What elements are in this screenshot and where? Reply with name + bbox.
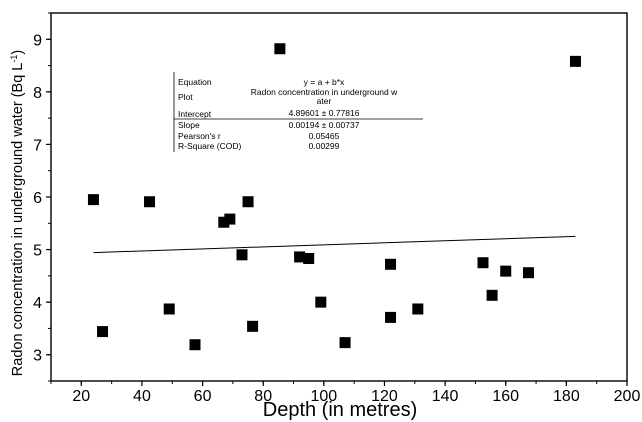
x-tick-label: 140 [432,388,459,405]
data-point [87,194,99,206]
data-point [385,311,397,323]
y-axis-title-main: Radon concentration in underground water… [10,63,26,377]
y-tick-label: 7 [33,137,42,154]
data-point [477,257,489,269]
data-point [294,251,306,263]
data-point [315,296,327,308]
data-point [385,258,397,270]
data-point [500,265,512,277]
stats-value-slope: 0.00194 ± 0.00737 [289,120,360,130]
data-point [242,196,254,208]
x-tick-label: 60 [194,388,212,405]
x-tick-label: 20 [72,388,90,405]
data-point [144,196,156,208]
data-point [163,303,175,315]
stats-value-intercept: 4.89601 ± 0.77816 [289,108,360,118]
x-tick-label: 40 [133,388,151,405]
data-point [486,289,498,301]
data-point [339,337,351,349]
plot-border [50,12,628,382]
linear-fit-line [93,235,576,254]
x-tick-label: 200 [614,388,641,405]
stats-label-pearson: Pearson's r [178,131,221,141]
x-tick-label: 80 [254,388,272,405]
stats-table: Equation y = a + b*x Plot Radon concentr… [173,72,423,152]
data-points [87,43,581,351]
y-tick-label: 5 [33,243,42,260]
stats-label-equation: Equation [178,77,212,87]
data-point [522,267,534,279]
data-point [569,55,581,67]
y-tick-label: 4 [33,295,42,312]
data-point [97,326,109,338]
axis-ticks: 20 40 60 80 100 120 140 160 180 200 3 4 5 6 7 8 9 [33,12,641,405]
stats-value-equation: y = a + b*x [304,77,345,87]
x-tick-label: 120 [371,388,398,405]
y-axis-title-superscript: -1 [9,55,19,63]
stats-label-intercept: Intercept [178,109,212,119]
stats-label-plot: Plot [178,92,193,102]
data-point [247,320,259,332]
x-tick-label: 100 [310,388,337,405]
stats-value-plot: Radon concentration in underground w [251,87,398,97]
data-point [303,253,315,265]
data-point [412,303,424,315]
fit-line-layer [93,235,576,254]
data-point [218,216,230,228]
x-tick-label: 160 [492,388,519,405]
x-axis-title: Depth (in metres) [263,399,418,421]
x-tick-label: 180 [553,388,580,405]
y-tick-label: 8 [33,85,42,102]
data-point [189,339,201,351]
data-point [224,213,236,225]
data-point [236,249,248,261]
y-tick-label: 6 [33,190,42,207]
stats-value-r-square: 0.00299 [309,141,340,151]
stats-value-pearson: 0.05465 [309,131,340,141]
data-point [274,43,286,55]
y-tick-label: 3 [33,348,42,365]
y-axis-title: Radon concentration in underground water… [9,50,26,376]
stats-value-plot-continued: ater [317,96,332,106]
plot-frame [50,12,628,382]
y-tick-label: 9 [33,32,42,49]
y-axis-title-end: ) [10,50,26,55]
stats-label-r-square: R-Square (COD) [178,141,241,151]
stats-label-slope: Slope [178,120,200,130]
